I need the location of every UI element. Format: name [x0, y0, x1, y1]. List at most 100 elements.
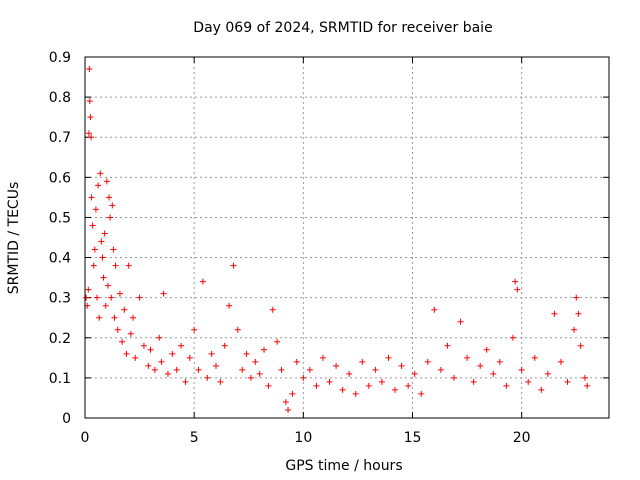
data-point [282, 398, 289, 405]
data-point [92, 206, 99, 213]
data-point [285, 406, 292, 413]
data-point [457, 318, 464, 325]
data-point [313, 382, 320, 389]
data-point [85, 130, 92, 137]
data-point [98, 238, 105, 245]
data-point [564, 378, 571, 385]
data-point [581, 374, 588, 381]
data-point [385, 354, 392, 361]
data-point [90, 262, 97, 269]
data-point [127, 330, 134, 337]
data-point [444, 342, 451, 349]
y-tick-label: 0.3 [49, 291, 71, 307]
data-point [111, 314, 118, 321]
data-point [352, 390, 359, 397]
data-point [151, 366, 158, 373]
data-point [518, 366, 525, 373]
data-point [88, 194, 95, 201]
data-point [100, 274, 107, 281]
data-point [557, 358, 564, 365]
y-tick-label: 0.6 [49, 170, 71, 186]
data-point [306, 366, 313, 373]
data-point [551, 310, 558, 317]
data-point [158, 358, 165, 365]
data-point [119, 338, 126, 345]
data-point [217, 378, 224, 385]
data-point [121, 306, 128, 313]
data-point [269, 306, 276, 313]
y-tick-label: 0.2 [49, 331, 71, 347]
data-point [109, 202, 116, 209]
y-tick-label: 0.7 [49, 130, 71, 146]
data-point [99, 254, 106, 261]
x-tick-label: 10 [294, 430, 312, 446]
x-tick-label: 0 [81, 430, 90, 446]
data-point [405, 382, 412, 389]
y-tick-label: 0.1 [49, 371, 71, 387]
data-point [424, 358, 431, 365]
x-tick-label: 15 [404, 430, 422, 446]
data-point [103, 178, 110, 185]
data-points [83, 66, 591, 413]
data-point [464, 354, 471, 361]
data-point [106, 194, 113, 201]
data-point [178, 342, 185, 349]
data-point [300, 374, 307, 381]
data-point [173, 366, 180, 373]
data-point [278, 366, 285, 373]
data-point [96, 314, 103, 321]
data-point [477, 362, 484, 369]
data-point [503, 382, 510, 389]
data-point [289, 390, 296, 397]
data-point [531, 354, 538, 361]
data-point [470, 378, 477, 385]
data-point [274, 338, 281, 345]
data-point [160, 290, 167, 297]
data-point [204, 374, 211, 381]
data-point [538, 386, 545, 393]
data-point [195, 366, 202, 373]
y-tick-label: 0.5 [49, 210, 71, 226]
x-axis-label: GPS time / hours [285, 458, 402, 474]
data-point [156, 334, 163, 341]
data-point [496, 358, 503, 365]
data-point [107, 214, 114, 221]
tick-labels: 0 0.1 0.2 0.3 0.4 0.5 0.6 0.7 0.8 0.9 0 5 10 15 20 [49, 50, 531, 446]
data-point [252, 358, 259, 365]
data-point [514, 286, 521, 293]
data-point [437, 366, 444, 373]
data-point [136, 294, 143, 301]
data-point [97, 170, 104, 177]
data-point [199, 278, 206, 285]
data-point [256, 370, 263, 377]
data-point [213, 362, 219, 369]
y-tick-label: 0.9 [49, 50, 71, 66]
data-point [525, 378, 532, 385]
data-point [208, 350, 215, 357]
chart-title: Day 069 of 2024, SRMTID for receiver bai… [193, 20, 492, 36]
plot-frame [84, 56, 610, 419]
data-point [132, 354, 139, 361]
data-point [239, 366, 246, 373]
data-point [86, 98, 93, 105]
data-point [104, 282, 111, 289]
data-point [571, 326, 578, 333]
data-point [86, 66, 93, 73]
data-point [91, 246, 98, 253]
data-point [584, 382, 591, 389]
data-point [372, 366, 379, 373]
data-point [365, 382, 372, 389]
data-point [88, 134, 95, 141]
data-point [575, 310, 582, 317]
data-point [95, 182, 102, 189]
data-point [112, 262, 119, 269]
data-point [398, 362, 405, 369]
data-point [512, 278, 519, 285]
data-point [411, 370, 418, 377]
data-point [339, 386, 346, 393]
y-axis-label: SRMTID / TECUs [6, 182, 22, 295]
data-point [125, 262, 132, 269]
data-point [544, 370, 551, 377]
data-point [483, 346, 490, 353]
